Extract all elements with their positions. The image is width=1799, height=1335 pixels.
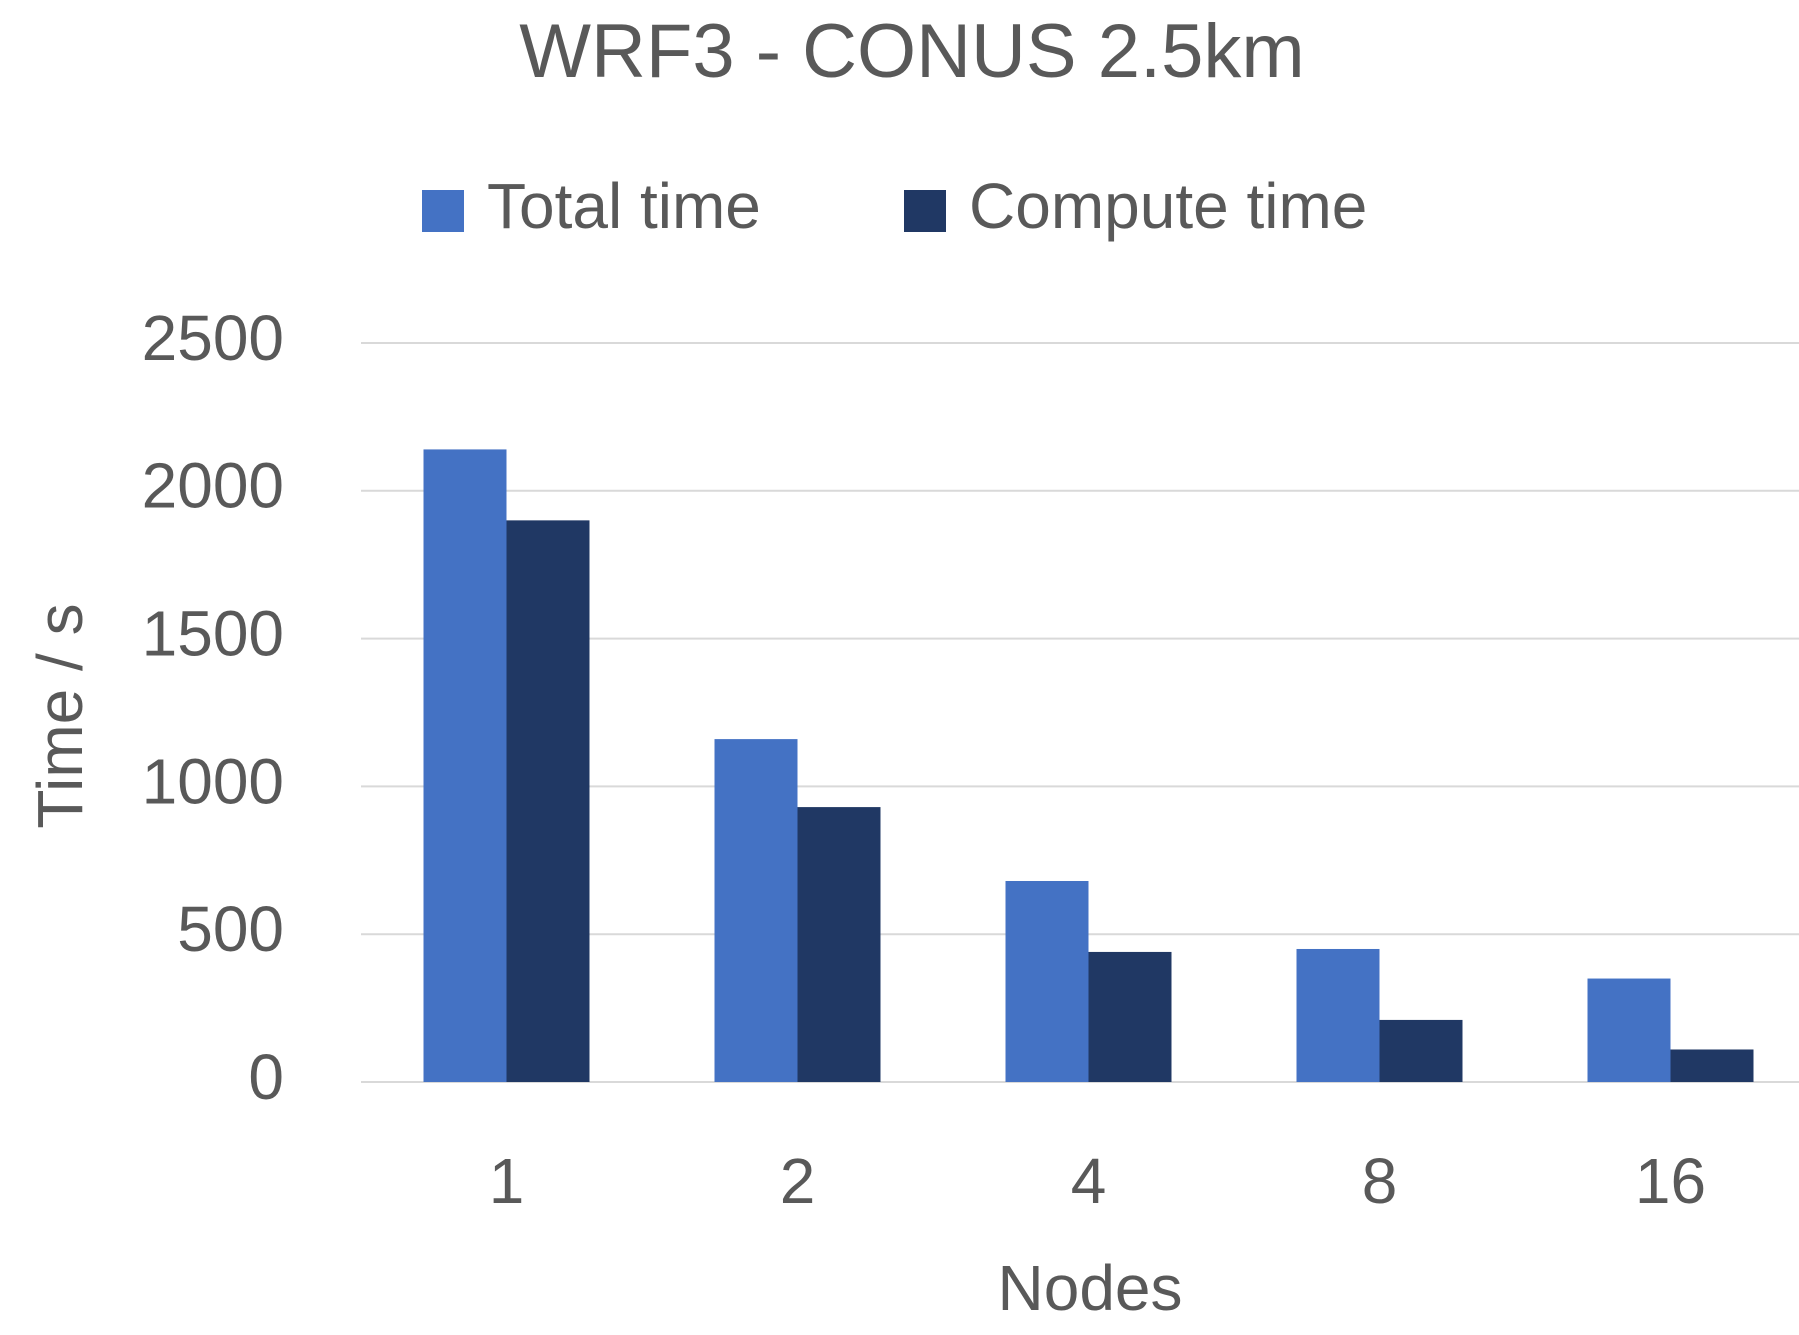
bar bbox=[1670, 1049, 1754, 1082]
y-tick-label: 500 bbox=[177, 893, 284, 965]
y-tick-label: 1500 bbox=[142, 598, 284, 670]
bar bbox=[506, 520, 590, 1082]
x-tick-label: 16 bbox=[1635, 1145, 1706, 1217]
x-tick-label: 1 bbox=[489, 1145, 525, 1217]
bar bbox=[797, 807, 881, 1082]
y-tick-label: 0 bbox=[248, 1041, 284, 1113]
y-tick-label: 1000 bbox=[142, 745, 284, 817]
y-axis-title: Time / s bbox=[24, 603, 96, 828]
legend-label: Total time bbox=[487, 170, 761, 242]
bar bbox=[1296, 948, 1380, 1082]
legend-swatch bbox=[422, 190, 464, 232]
x-tick-label: 2 bbox=[780, 1145, 816, 1217]
x-axis-title: Nodes bbox=[998, 1252, 1183, 1324]
bar bbox=[714, 739, 798, 1082]
bar bbox=[1379, 1019, 1463, 1082]
y-tick-label: 2500 bbox=[142, 302, 284, 374]
bar bbox=[423, 449, 507, 1082]
y-tick-label: 2000 bbox=[142, 450, 284, 522]
x-tick-label: 8 bbox=[1362, 1145, 1398, 1217]
chart-title: WRF3 - CONUS 2.5km bbox=[519, 9, 1304, 94]
legend-label: Compute time bbox=[969, 170, 1367, 242]
bar bbox=[1587, 978, 1671, 1082]
bar bbox=[1088, 951, 1172, 1082]
bar bbox=[1005, 880, 1089, 1082]
x-tick-label: 4 bbox=[1071, 1145, 1107, 1217]
legend-swatch bbox=[904, 190, 946, 232]
